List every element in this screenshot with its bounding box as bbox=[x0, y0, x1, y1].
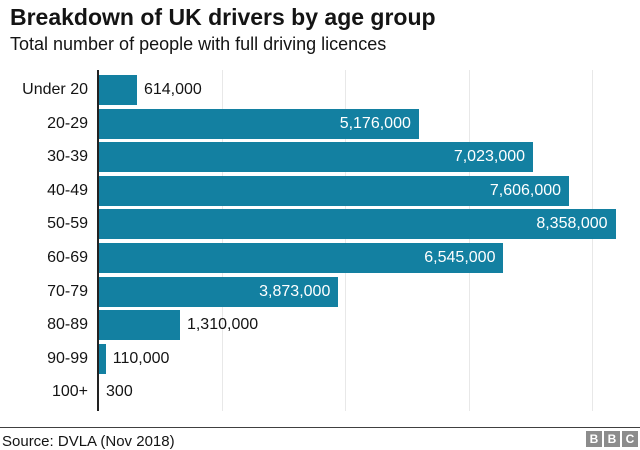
chart-row: 70-79 3,873,000 bbox=[0, 275, 640, 309]
chart-row: Under 20 614,000 bbox=[0, 73, 640, 107]
gridline bbox=[592, 70, 594, 411]
category-label: 80-89 bbox=[47, 316, 88, 334]
chart-row: 60-69 6,545,000 bbox=[0, 241, 640, 275]
bar bbox=[99, 175, 570, 206]
bar bbox=[99, 142, 534, 173]
chart-row: 50-59 8,358,000 bbox=[0, 207, 640, 241]
source-label: Source: DVLA (Nov 2018) bbox=[2, 433, 175, 450]
gridline bbox=[345, 70, 347, 411]
chart-row: 20-29 5,176,000 bbox=[0, 107, 640, 141]
bar bbox=[99, 209, 616, 240]
bar bbox=[99, 343, 106, 374]
y-axis-line bbox=[97, 70, 99, 411]
chart-title: Breakdown of UK drivers by age group bbox=[10, 4, 436, 30]
gridline bbox=[221, 70, 223, 411]
chart-row: 80-89 1,310,000 bbox=[0, 308, 640, 342]
value-label: 8,358,000 bbox=[536, 215, 608, 233]
value-label: 300 bbox=[106, 383, 133, 401]
value-label: 110,000 bbox=[112, 349, 170, 367]
value-label: 1,310,000 bbox=[186, 316, 259, 334]
value-label: 5,176,000 bbox=[339, 114, 411, 132]
bbc-logo-block: B bbox=[604, 431, 620, 447]
chart-row: 30-39 7,023,000 bbox=[0, 140, 640, 174]
category-label: 20-29 bbox=[47, 114, 88, 132]
bar bbox=[99, 276, 339, 307]
chart-row: 90-99 110,000 bbox=[0, 342, 640, 376]
category-label: 90-99 bbox=[47, 349, 88, 367]
value-label: 6,545,000 bbox=[424, 249, 496, 266]
bbc-logo-block: C bbox=[622, 431, 638, 447]
category-label: 100+ bbox=[51, 383, 88, 401]
bar bbox=[99, 75, 137, 105]
gridline bbox=[468, 70, 470, 411]
value-label: 7,023,000 bbox=[453, 148, 526, 166]
bbc-logo-block: B bbox=[586, 431, 602, 447]
bar bbox=[99, 243, 504, 273]
bar bbox=[99, 108, 419, 139]
value-label: 7,606,000 bbox=[489, 181, 562, 199]
category-label: Under 20 bbox=[22, 81, 88, 98]
chart-row: 40-49 7,606,000 bbox=[0, 174, 640, 208]
category-label: 60-69 bbox=[47, 249, 88, 266]
category-label: 50-59 bbox=[47, 215, 88, 233]
category-label: 30-39 bbox=[47, 148, 88, 166]
chart-subtitle: Total number of people with full driving… bbox=[10, 34, 387, 54]
value-label: 3,873,000 bbox=[259, 282, 331, 300]
bar bbox=[99, 310, 180, 341]
category-label: 70-79 bbox=[47, 282, 88, 300]
value-label: 614,000 bbox=[143, 81, 202, 98]
category-label: 40-49 bbox=[47, 181, 88, 199]
bar-chart-plot: Under 20 614,000 20-29 5,176,000 30-39 7,023,… bbox=[0, 70, 640, 411]
chart-row: 100+ 300 bbox=[0, 375, 640, 409]
